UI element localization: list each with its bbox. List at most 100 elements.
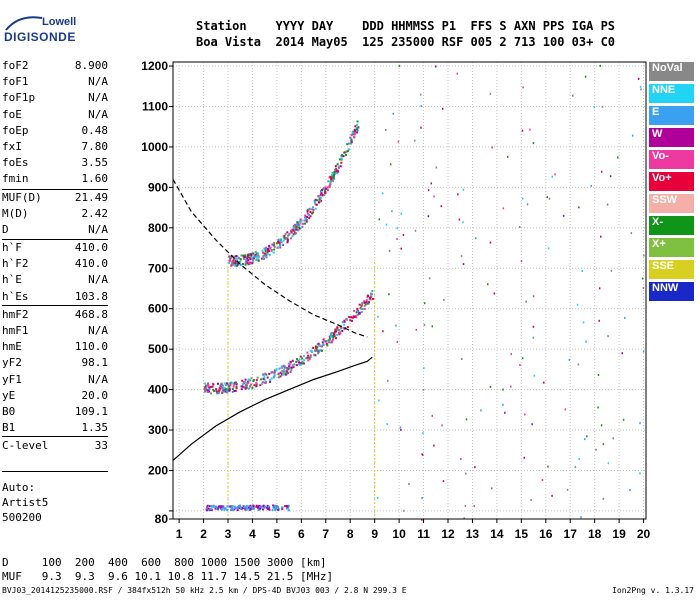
echo-point [277, 240, 280, 243]
echo-point [342, 326, 345, 329]
echo-point [228, 262, 231, 265]
echo-point [255, 258, 258, 261]
echo-point [245, 386, 248, 389]
echo-point [302, 222, 305, 225]
y-tick-label: 600 [148, 302, 168, 316]
separator [2, 436, 108, 437]
echo-point [245, 384, 248, 387]
echo-point [268, 508, 271, 511]
echo-point [223, 386, 226, 389]
echo-point [354, 125, 357, 128]
echo-point [254, 253, 257, 256]
echo-point [233, 389, 236, 392]
auto-label: Auto: [2, 481, 36, 494]
echo-point [214, 507, 217, 510]
echo-point [216, 391, 219, 394]
echo-point [247, 259, 250, 262]
echo-point [244, 378, 247, 381]
noise-point [461, 358, 463, 361]
noise-point [598, 287, 601, 290]
echo-point [282, 371, 285, 374]
echo-point [350, 138, 353, 141]
polarization-legend: NoVal NNE E W Vo- Vo+ SSW X- X+ SSE NNW [649, 62, 694, 304]
echo-point [205, 509, 208, 512]
echo-point [306, 215, 309, 218]
echo-point [316, 199, 319, 202]
echo-point [207, 507, 210, 510]
echo-point [254, 250, 257, 253]
echo-point [240, 254, 243, 257]
param-row: yE 20.0 [2, 388, 108, 404]
noise-point [624, 316, 626, 319]
param-label: foF1 [2, 75, 29, 89]
echo-point [255, 505, 258, 508]
noise-point [378, 399, 380, 402]
echo-point [251, 262, 254, 265]
x-tick-label: 19 [612, 527, 626, 541]
echo-point [297, 229, 300, 232]
noise-point [606, 203, 609, 206]
echo-point [223, 388, 226, 391]
echo-point [285, 372, 288, 375]
param-label: M(D) [2, 206, 29, 220]
noise-point [531, 423, 533, 426]
echo-point [242, 254, 245, 257]
echo-point [245, 258, 248, 261]
noise-point [609, 175, 612, 178]
noise-point [639, 422, 641, 425]
noise-point [521, 357, 524, 360]
echo-point [266, 506, 269, 509]
echo-point [233, 261, 236, 264]
echo-point [232, 259, 235, 262]
echo-point [307, 354, 310, 357]
echo-point [233, 508, 236, 511]
echo-point [289, 366, 292, 369]
noise-point [566, 488, 569, 491]
echo-point [260, 382, 263, 385]
echo-point [303, 222, 306, 225]
echo-point [340, 157, 343, 160]
echo-point [345, 150, 348, 153]
y-tick-label: 800 [148, 221, 168, 235]
noise-point [529, 128, 531, 131]
echo-point [258, 507, 261, 510]
echo-point [230, 264, 233, 267]
x-tick-label: 17 [564, 527, 578, 541]
echo-point [323, 340, 326, 343]
noise-point [489, 92, 492, 95]
noise-point [639, 472, 641, 475]
echo-point [237, 257, 240, 260]
echo-point [315, 346, 318, 349]
x-tick-label: 3 [225, 527, 232, 541]
echo-point [309, 349, 312, 352]
echo-point [213, 389, 216, 392]
echo-point [328, 184, 331, 187]
noise-point [428, 277, 431, 280]
echo-point [333, 332, 336, 335]
echo-point [212, 388, 215, 391]
echo-point [272, 251, 275, 254]
echo-point [313, 353, 316, 356]
legend-item-noval: NoVal [649, 62, 694, 81]
echo-point [262, 381, 265, 384]
param-label: MUF(D) [2, 190, 42, 204]
noise-point [423, 367, 425, 370]
echo-point [341, 321, 344, 324]
echo-point [360, 307, 363, 310]
echo-point [243, 506, 246, 509]
noise-point [491, 146, 493, 149]
echo-point [264, 250, 267, 253]
echo-point [226, 382, 229, 385]
noise-point [639, 85, 642, 88]
noise-point [442, 480, 445, 483]
noise-point [465, 472, 467, 475]
echo-point [286, 240, 289, 243]
noise-point [400, 247, 402, 250]
noise-point [602, 443, 605, 446]
param-value: N/A [88, 324, 108, 337]
echo-point [279, 371, 282, 374]
echo-point [335, 170, 338, 173]
profile-extrapolation [172, 179, 368, 338]
y-tick-label: 300 [148, 423, 168, 437]
echo-point [241, 263, 244, 266]
